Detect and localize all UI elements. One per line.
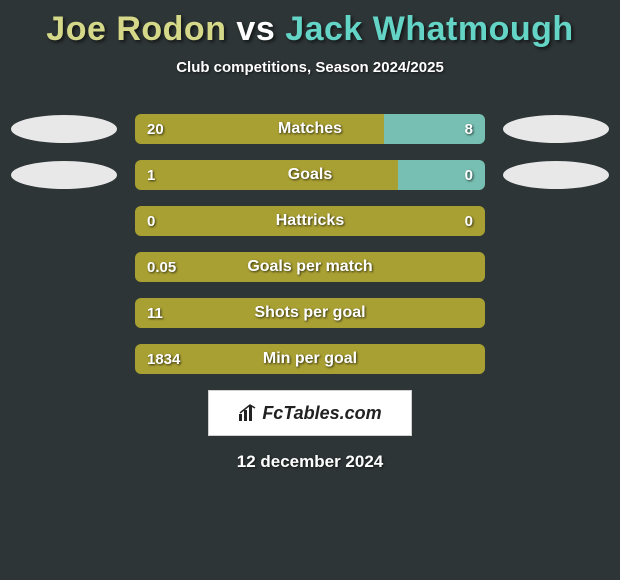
stat-value-right: 0	[465, 160, 473, 190]
comparison-title: Joe Rodon vs Jack Whatmough	[0, 0, 620, 49]
stat-row: 11Shots per goal	[0, 298, 620, 328]
stat-row: 00Hattricks	[0, 206, 620, 236]
stat-bar: 208Matches	[135, 114, 485, 144]
stat-row: 208Matches	[0, 114, 620, 144]
logo: FcTables.com	[238, 403, 381, 424]
stat-value-left: 0.05	[147, 252, 176, 282]
stat-bar: 1834Min per goal	[135, 344, 485, 374]
logo-text: FcTables.com	[262, 403, 381, 424]
stats-rows: 208Matches10Goals00Hattricks0.05Goals pe…	[0, 114, 620, 374]
stat-value-left: 0	[147, 206, 155, 236]
bar-chart-icon	[238, 404, 258, 422]
stat-row: 1834Min per goal	[0, 344, 620, 374]
stat-bar: 0.05Goals per match	[135, 252, 485, 282]
vs-text: vs	[236, 10, 275, 48]
stat-value-left: 20	[147, 114, 164, 144]
player1-oval	[11, 115, 117, 143]
player1-oval	[11, 161, 117, 189]
stat-bar: 10Goals	[135, 160, 485, 190]
stat-value-left: 1834	[147, 344, 180, 374]
stat-value-left: 11	[147, 298, 163, 328]
logo-box: FcTables.com	[208, 390, 412, 436]
stat-value-right: 8	[465, 114, 473, 144]
bar-segment-left	[135, 344, 485, 374]
bar-segment-left	[135, 160, 398, 190]
stat-bar: 00Hattricks	[135, 206, 485, 236]
stat-row: 10Goals	[0, 160, 620, 190]
date: 12 december 2024	[0, 452, 620, 472]
stat-bar: 11Shots per goal	[135, 298, 485, 328]
player2-oval	[503, 115, 609, 143]
stat-row: 0.05Goals per match	[0, 252, 620, 282]
subtitle: Club competitions, Season 2024/2025	[0, 59, 620, 76]
bar-segment-left	[135, 298, 485, 328]
player1-name: Joe Rodon	[46, 10, 226, 48]
stat-value-right: 0	[465, 206, 473, 236]
stat-value-left: 1	[147, 160, 155, 190]
bar-segment-left	[135, 206, 485, 236]
player2-name: Jack Whatmough	[285, 10, 573, 48]
bar-segment-left	[135, 114, 384, 144]
bar-segment-left	[135, 252, 485, 282]
player2-oval	[503, 161, 609, 189]
